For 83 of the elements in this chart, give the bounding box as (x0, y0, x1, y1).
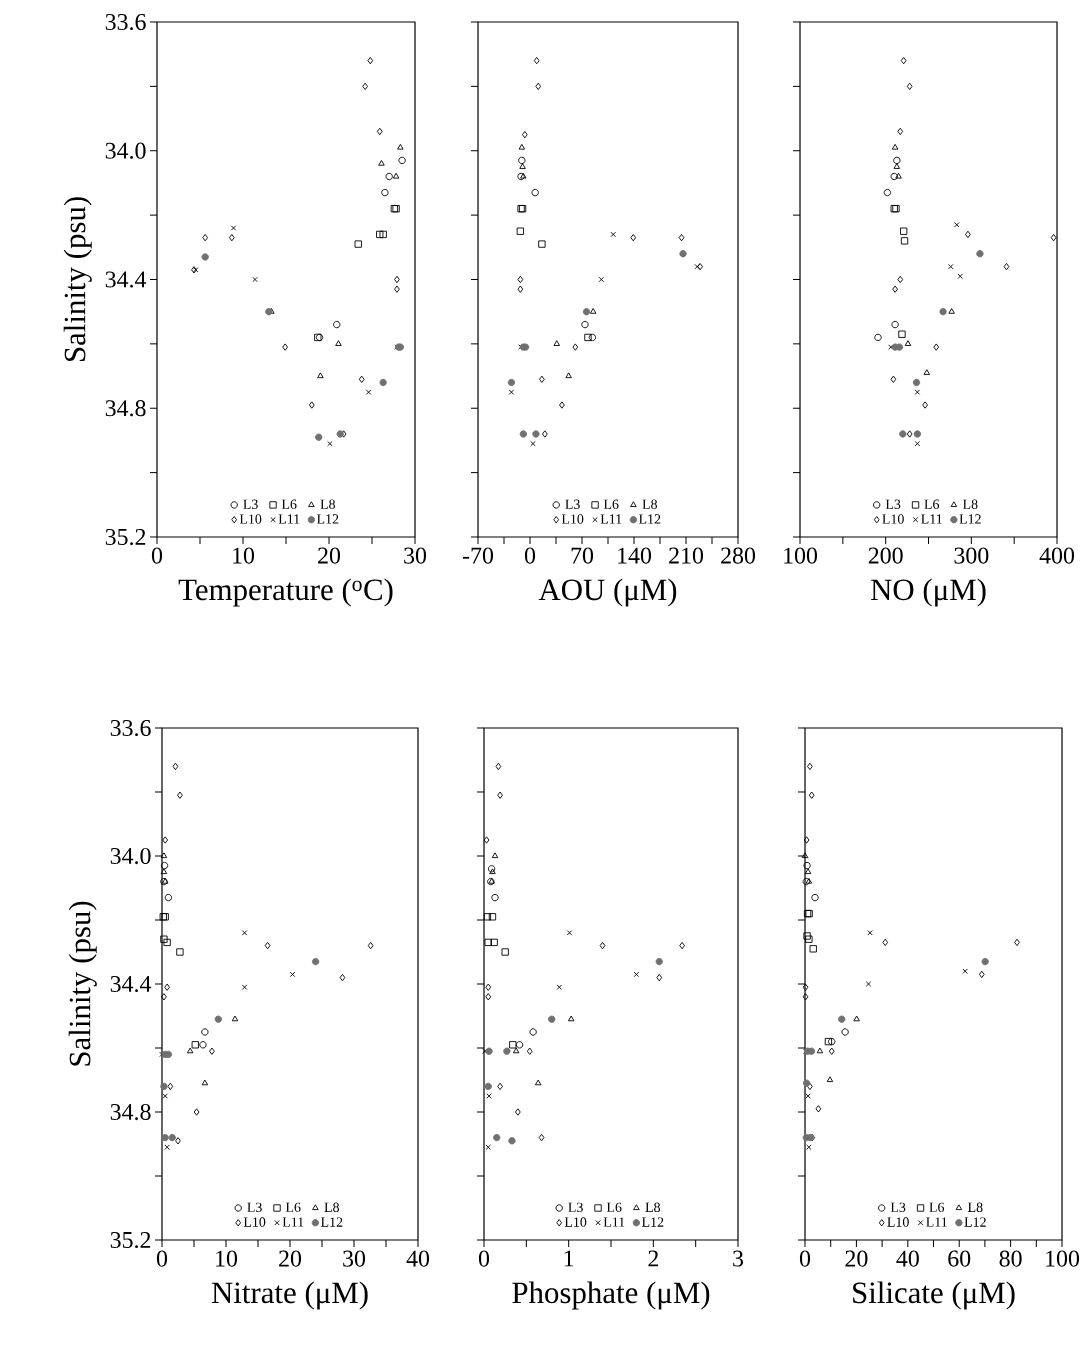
y-axis-title: Salinity (psu) (68, 901, 97, 1066)
legend-label: L12 (638, 514, 661, 524)
legend-label: L12 (320, 1217, 343, 1227)
x-tick-label: 20 (845, 1250, 868, 1267)
legend-label: L3 (568, 1202, 583, 1213)
x-tick-label: 200 (868, 547, 903, 564)
x-axis-title: Temperature ($^{o}$C) (178, 578, 393, 607)
legend-label: L11 (603, 1217, 625, 1227)
y-tick-label: 33.6 (105, 13, 146, 31)
x-tick-label: 0 (156, 1250, 168, 1267)
x-tick-label: 80 (999, 1250, 1022, 1267)
x-axis-title: Phosphate (μM) (512, 1281, 710, 1310)
y-tick-label: 34.4 (105, 271, 147, 288)
legend-label: L6 (929, 1202, 945, 1213)
x-tick-label: 10 (233, 547, 255, 564)
x-tick-label: 20 (318, 547, 341, 564)
y-tick-label: 34.8 (105, 400, 146, 417)
y-tick-label: 34.0 (110, 847, 151, 865)
legend-label: L8 (320, 499, 336, 509)
y-tick-label: 35.2 (110, 1231, 151, 1249)
x-tick-label: 40 (896, 1250, 919, 1267)
x-tick-label: 10 (216, 1250, 238, 1267)
x-axis-title: Silicate (μM) (853, 1281, 1015, 1310)
legend-label: L10 (887, 1217, 909, 1227)
legend-label: L6 (281, 499, 297, 509)
y-tick-label: 34.4 (110, 975, 152, 993)
legend-label: L11 (600, 514, 622, 524)
x-tick-label: 0 (524, 547, 536, 564)
legend-label: L10 (882, 514, 904, 524)
x-tick-label: 20 (279, 1250, 302, 1267)
x-axis-title: NO (μM) (870, 578, 986, 607)
x-tick-label: 0 (799, 1250, 811, 1267)
legend-label: L3 (243, 499, 258, 509)
legend-label: L11 (921, 514, 942, 524)
legend-label: L10 (564, 1217, 587, 1227)
legend-label: L11 (926, 1217, 947, 1227)
y-tick-label: 35.2 (105, 528, 146, 546)
legend-label: L3 (885, 499, 901, 509)
y-tick-label: 33.6 (110, 719, 151, 737)
x-tick-label: 40 (406, 1250, 430, 1267)
x-tick-label: 60 (948, 1250, 971, 1267)
x-tick-label: 100 (784, 547, 818, 564)
x-tick-label: 0 (478, 1250, 490, 1267)
x-tick-label: 30 (404, 547, 427, 564)
legend-label: L10 (243, 1217, 266, 1227)
legend-label: L12 (316, 514, 339, 524)
legend-label: L8 (324, 1202, 340, 1213)
x-tick-label: 210 (669, 547, 704, 564)
legend-label: L12 (959, 514, 981, 524)
legend-label: L11 (278, 514, 300, 524)
x-tick-label: 140 (618, 547, 652, 564)
x-axis-title: Nitrate (μM) (211, 1281, 368, 1310)
legend-label: L6 (924, 499, 940, 509)
legend-label: L12 (964, 1217, 986, 1227)
legend-label: L8 (967, 1202, 983, 1213)
x-tick-label: 400 (1039, 547, 1075, 564)
legend-label: L8 (642, 499, 658, 509)
x-tick-label: 3 (733, 1250, 744, 1267)
legend-label: L8 (645, 1202, 661, 1213)
y-tick-label: 34.8 (110, 1103, 151, 1121)
legend-label: L6 (285, 1202, 301, 1213)
x-tick-label: 100 (1046, 1250, 1080, 1267)
x-tick-label: 1 (564, 1250, 574, 1267)
legend-label: L10 (239, 514, 262, 524)
x-tick-label: 280 (721, 547, 756, 564)
legend-label: L12 (641, 1217, 664, 1227)
y-tick-label: 34.0 (105, 142, 146, 159)
x-tick-label: 70 (571, 547, 594, 564)
legend-label: L3 (890, 1202, 906, 1213)
x-tick-label: -70 (462, 547, 494, 564)
x-tick-label: 0 (151, 547, 163, 564)
legend-label: L3 (565, 499, 580, 509)
x-tick-label: 300 (954, 547, 989, 564)
x-tick-label: 2 (648, 1250, 658, 1267)
x-tick-label: 30 (343, 1250, 366, 1267)
legend-label: L3 (247, 1202, 262, 1213)
x-axis-title: AOU (μM) (538, 578, 677, 607)
legend-label: L6 (606, 1202, 622, 1213)
y-axis-title: Salinity (psu) (63, 197, 92, 362)
legend-label: L8 (962, 499, 978, 509)
legend-label: L6 (603, 499, 619, 509)
legend-label: L10 (561, 514, 584, 524)
legend-label: L11 (282, 1217, 304, 1227)
